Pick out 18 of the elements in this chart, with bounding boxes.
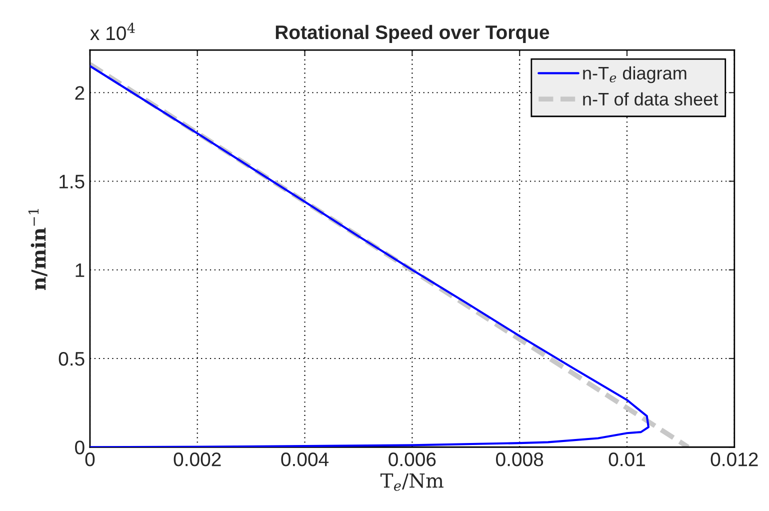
legend-label: n-T of data sheet [583,92,718,106]
text: x 10$^{4}$ [90,22,135,40]
x-tick-label: 0.004 [281,452,329,466]
y-tick-label: 0.5 [58,352,84,366]
legend-label: n-T$_{e}$ diagram [583,66,686,84]
chart-title: Rotational Speed over Torque [276,24,550,43]
y-tick-label: 2 [75,86,84,100]
y-axis-title: n/min$^{−1}$ [28,209,48,290]
x-tick-label: 0.008 [496,452,544,466]
x-tick-label: 0.006 [388,452,436,466]
y-tick-label: 1 [76,264,84,277]
y-tick-label: 1.5 [60,174,84,188]
x-tick-label: 0.012 [710,452,758,466]
x-axis-title: T$_{e}$/Nm [380,473,444,491]
x-tick-label: 0 [85,452,95,466]
x-tick-label: 0.002 [174,452,221,466]
y-tick-label: 0 [75,440,84,454]
x-tick-label: 0.01 [608,452,645,466]
